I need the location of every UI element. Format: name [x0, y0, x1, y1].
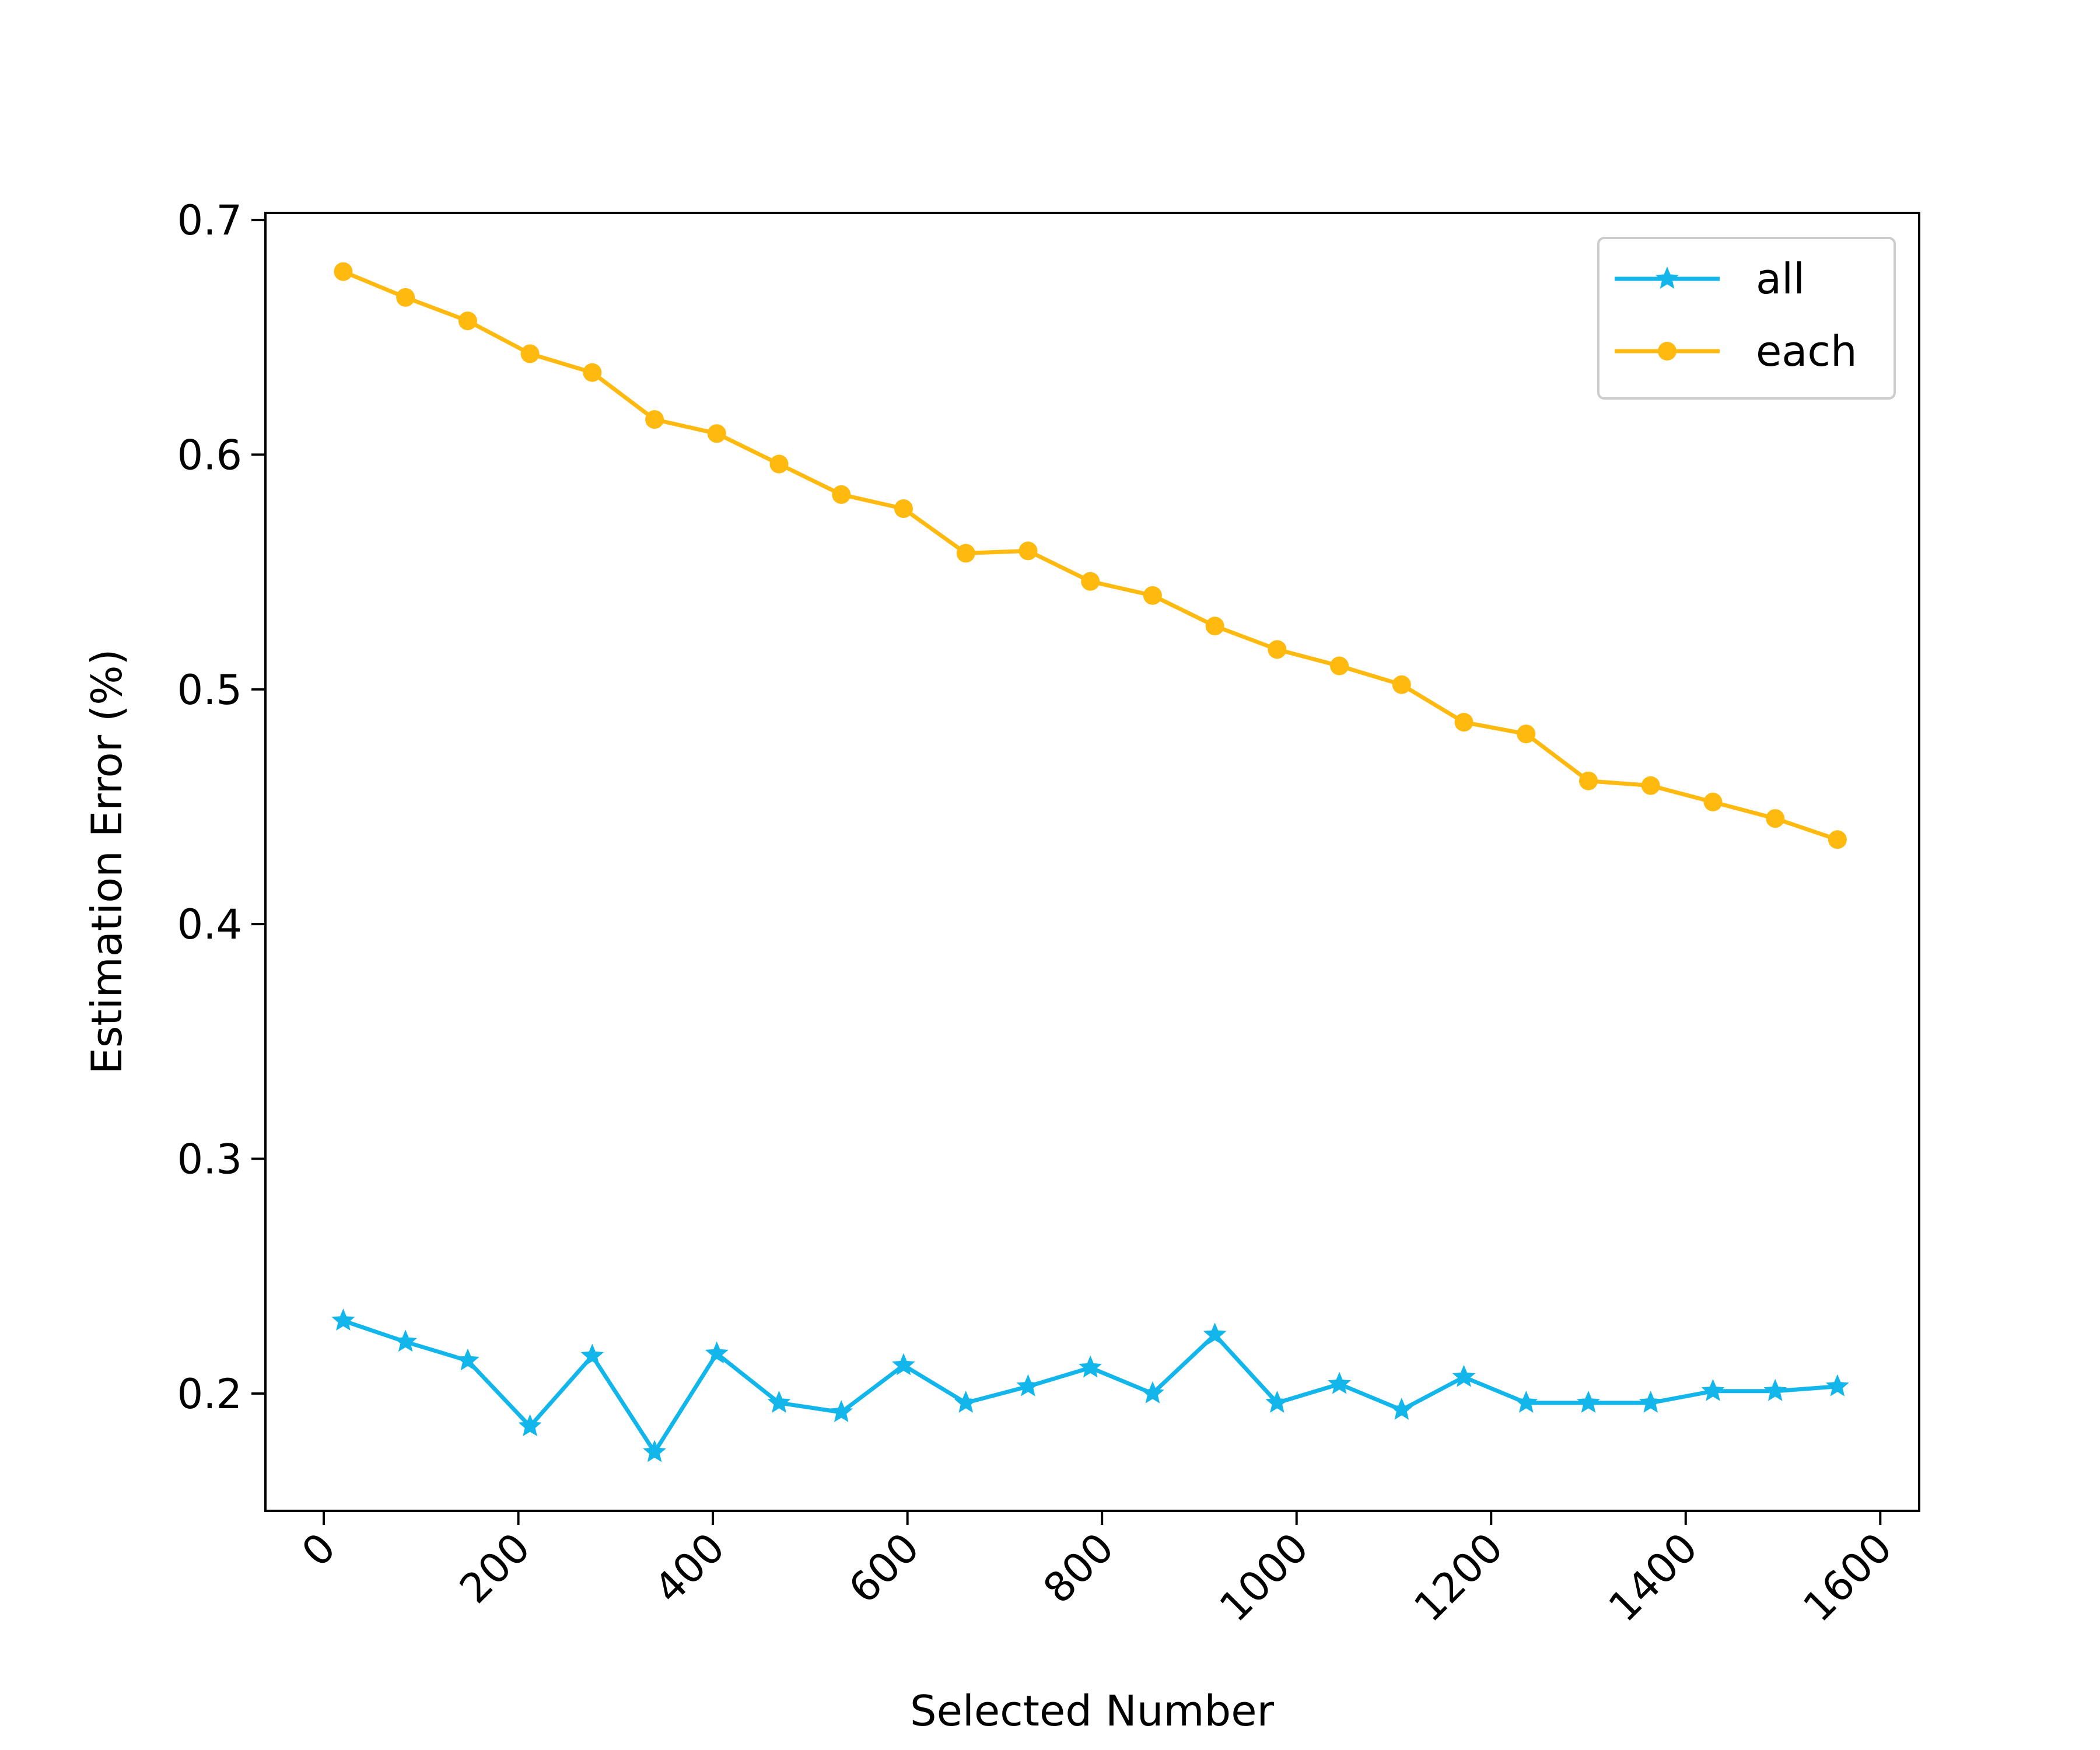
data-point-all — [1016, 1374, 1040, 1396]
data-point-all — [1140, 1381, 1164, 1404]
x-tick-label: 1000 — [1210, 1524, 1318, 1631]
data-point-each — [1330, 656, 1349, 676]
data-point-each — [1454, 713, 1474, 732]
data-point-all — [1639, 1391, 1662, 1413]
y-tick-label: 0.6 — [177, 431, 242, 479]
data-point-each — [1081, 572, 1100, 591]
x-tick-label: 800 — [1034, 1524, 1123, 1612]
legend-marker-each — [1658, 342, 1676, 360]
data-point-each — [956, 544, 975, 563]
data-point-all — [1203, 1322, 1227, 1345]
legend-label-each: each — [1756, 327, 1857, 376]
data-point-all — [767, 1391, 791, 1413]
data-point-each — [583, 363, 602, 382]
data-point-each — [894, 499, 913, 518]
x-tick-label: 1200 — [1405, 1524, 1512, 1631]
data-point-all — [705, 1341, 729, 1364]
data-point-all — [1577, 1391, 1600, 1413]
y-tick-label: 0.3 — [177, 1135, 242, 1183]
data-point-all — [954, 1391, 978, 1413]
data-point-all — [830, 1400, 853, 1422]
data-point-each — [1205, 617, 1224, 636]
data-point-each — [520, 344, 540, 363]
legend-label-all: all — [1756, 254, 1805, 303]
y-tick-label: 0.5 — [177, 666, 242, 714]
data-point-each — [1766, 809, 1785, 828]
x-tick-label: 1400 — [1600, 1524, 1707, 1631]
y-axis-label: Estimation Error (%) — [82, 649, 131, 1074]
data-point-each — [769, 454, 789, 474]
y-axis-ticks: 0.2 0.3 0.4 0.5 0.6 0.7 — [177, 197, 265, 1418]
data-point-all — [643, 1440, 666, 1462]
data-point-all — [1452, 1364, 1476, 1387]
data-point-each — [1143, 586, 1162, 605]
series-layer — [331, 262, 1849, 1462]
data-point-each — [645, 410, 664, 429]
data-point-each — [1641, 776, 1660, 795]
data-point-all — [1701, 1378, 1725, 1401]
data-point-each — [396, 288, 415, 307]
data-point-all — [1763, 1378, 1787, 1401]
x-tick-label: 400 — [645, 1524, 734, 1612]
x-axis-label: Selected Number — [910, 1686, 1275, 1735]
data-point-each — [707, 424, 726, 443]
data-point-each — [1268, 640, 1287, 659]
data-point-all — [1265, 1390, 1289, 1413]
data-point-each — [1703, 792, 1723, 811]
data-point-all — [892, 1353, 915, 1376]
data-point-all — [394, 1329, 418, 1352]
data-point-all — [331, 1308, 355, 1331]
data-point-all — [518, 1414, 542, 1437]
data-point-each — [1392, 675, 1411, 694]
legend: all each — [1597, 237, 1896, 400]
x-tick-label: 1600 — [1794, 1524, 1901, 1631]
y-tick-label: 0.2 — [177, 1370, 242, 1418]
x-tick-label: 200 — [450, 1524, 539, 1612]
data-point-each — [458, 312, 477, 331]
legend-marker-all — [1656, 267, 1679, 289]
data-point-all — [1390, 1398, 1413, 1420]
x-tick-label: 600 — [839, 1524, 928, 1612]
data-point-all — [456, 1348, 480, 1371]
x-axis-ticks: 0 200 400 600 800 1000 1200 1400 1600 — [293, 1511, 1901, 1631]
plot-area — [264, 212, 1920, 1512]
data-point-each — [1828, 830, 1847, 849]
data-point-each — [334, 262, 353, 281]
y-tick-label: 0.7 — [177, 197, 242, 244]
y-tick-label: 0.4 — [177, 901, 242, 949]
data-point-each — [1517, 724, 1536, 744]
x-tick-label: 0 — [293, 1524, 345, 1576]
data-point-all — [1079, 1355, 1102, 1378]
data-point-all — [1825, 1374, 1849, 1396]
data-point-all — [580, 1343, 604, 1366]
data-point-each — [832, 485, 851, 504]
data-point-each — [1019, 541, 1038, 561]
data-point-each — [1579, 771, 1598, 790]
data-point-all — [1328, 1371, 1352, 1394]
data-point-all — [1514, 1391, 1538, 1413]
